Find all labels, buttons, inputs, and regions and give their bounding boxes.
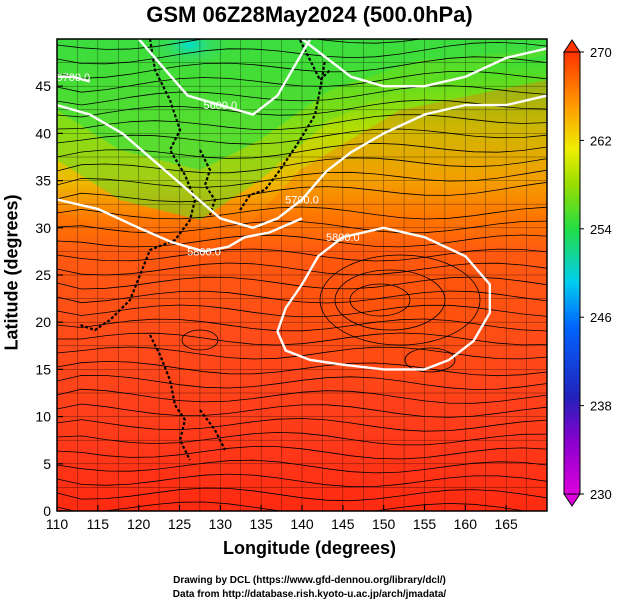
y-tick-label: 40 <box>35 125 51 141</box>
y-axis: 0 5 10 15 20 25 30 35 40 45 <box>35 78 63 519</box>
contour-line <box>57 94 547 230</box>
y-tick-label: 15 <box>35 361 51 377</box>
x-tick-label: 135 <box>249 516 273 532</box>
lat-lon-grid <box>57 39 547 511</box>
drawing-credit: Drawing by DCL (https://www.gfd-dennou.o… <box>173 575 446 586</box>
x-tick-label: 130 <box>209 516 233 532</box>
y-tick-label: 25 <box>35 267 51 283</box>
wind-streamlines <box>57 39 547 511</box>
chart-title: GSM 06Z28May2024 (500.0hPa) <box>146 2 473 27</box>
contour-label: 5800.0 <box>187 246 221 258</box>
contour-labels: 5700.0 5800.0 5800.0 5700.0 5600.0 <box>57 72 360 259</box>
x-tick-label: 145 <box>331 516 355 532</box>
x-axis: 110 115 120 125 130 135 140 145 150 155 160 165 <box>46 505 518 532</box>
height-contours <box>57 39 547 371</box>
colorbar-tick-label: 270 <box>590 45 612 60</box>
y-tick-label: 20 <box>35 314 51 330</box>
x-tick-label: 155 <box>413 516 437 532</box>
contour-label: 5700.0 <box>285 194 319 206</box>
colorbar-tick-label: 254 <box>590 222 612 237</box>
x-tick-label: 160 <box>454 516 478 532</box>
contour-line <box>301 39 547 88</box>
contour-line <box>57 198 303 253</box>
x-tick-label: 125 <box>168 516 192 532</box>
x-tick-label: 110 <box>46 516 69 532</box>
colorbar-tick-label: 262 <box>590 133 612 148</box>
x-tick-label: 150 <box>372 516 396 532</box>
colorbar-tick-label: 230 <box>590 487 612 502</box>
y-tick-label: 35 <box>35 173 51 189</box>
x-tick-label: 165 <box>494 516 518 532</box>
y-axis-label: Latitude (degrees) <box>1 194 22 351</box>
x-tick-label: 115 <box>87 516 110 532</box>
y-tick-label: 0 <box>43 503 51 519</box>
contour-label: 5800.0 <box>326 232 360 244</box>
contour-line <box>276 226 491 371</box>
colorbar-tick-label: 246 <box>590 310 612 325</box>
y-tick-label: 45 <box>35 78 51 94</box>
x-axis-label: Longitude (degrees) <box>222 538 396 558</box>
colorbar-tick-label: 238 <box>590 399 612 414</box>
y-tick-label: 30 <box>35 220 51 236</box>
x-tick-label: 120 <box>127 516 151 532</box>
y-tick-label: 10 <box>35 409 51 425</box>
contour-label: 5600.0 <box>204 100 238 112</box>
colorbar-top-arrow <box>563 39 581 53</box>
data-credit: Data from http://database.rish.kyoto-u.a… <box>172 589 447 600</box>
contour-line <box>137 39 312 116</box>
contour-label: 5700.0 <box>57 72 91 84</box>
y-tick-label: 5 <box>43 456 51 472</box>
x-tick-label: 140 <box>290 516 314 532</box>
colorbar-scale <box>563 51 581 495</box>
contour-line <box>57 75 91 83</box>
colorbar-bottom-arrow <box>563 493 581 507</box>
colorbar: 230 238 246 254 262 270 <box>563 39 612 507</box>
